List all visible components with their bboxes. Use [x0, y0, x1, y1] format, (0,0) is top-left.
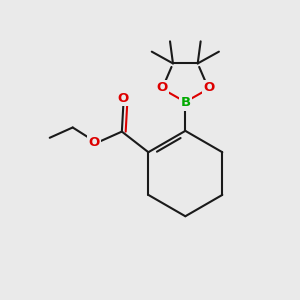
Text: B: B	[180, 96, 190, 110]
Text: O: O	[88, 136, 100, 149]
Text: O: O	[118, 92, 129, 105]
Text: O: O	[156, 81, 167, 94]
Text: O: O	[203, 81, 214, 94]
